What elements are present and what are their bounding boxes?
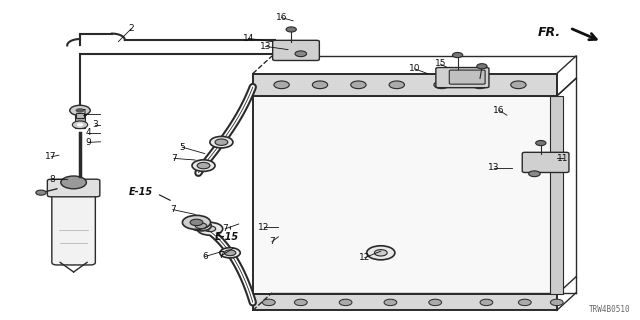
Circle shape: [529, 171, 540, 177]
Text: 6: 6: [202, 252, 207, 261]
FancyBboxPatch shape: [47, 179, 100, 197]
Circle shape: [224, 250, 236, 256]
Circle shape: [480, 299, 493, 306]
Text: 2: 2: [129, 24, 134, 33]
Circle shape: [215, 139, 228, 145]
Circle shape: [197, 162, 210, 169]
FancyBboxPatch shape: [522, 152, 569, 172]
Circle shape: [191, 221, 211, 231]
Text: 13: 13: [260, 42, 271, 51]
Bar: [76, 113, 84, 118]
Text: E-15: E-15: [129, 187, 153, 197]
Circle shape: [536, 140, 546, 146]
Text: 12: 12: [359, 253, 371, 262]
Circle shape: [351, 81, 366, 89]
Text: 7: 7: [269, 237, 275, 246]
Text: 13: 13: [488, 164, 500, 172]
Circle shape: [452, 52, 463, 58]
Circle shape: [384, 299, 397, 306]
Text: 5: 5: [180, 143, 185, 152]
Bar: [253, 294, 557, 310]
Bar: [253, 74, 557, 96]
Circle shape: [204, 226, 216, 232]
Circle shape: [72, 121, 88, 129]
Text: 10: 10: [409, 64, 420, 73]
Text: TRW4B0510: TRW4B0510: [589, 305, 630, 314]
Text: 4: 4: [86, 128, 91, 137]
Text: 7: 7: [218, 252, 223, 260]
Circle shape: [197, 222, 223, 235]
Circle shape: [210, 136, 233, 148]
Circle shape: [274, 81, 289, 89]
FancyBboxPatch shape: [449, 70, 485, 84]
Circle shape: [550, 299, 563, 306]
Circle shape: [472, 81, 488, 89]
Circle shape: [182, 215, 211, 229]
Bar: [253, 96, 557, 294]
Circle shape: [190, 219, 203, 226]
FancyBboxPatch shape: [273, 40, 319, 60]
Circle shape: [36, 190, 46, 195]
Text: 16: 16: [493, 106, 505, 115]
Circle shape: [389, 81, 404, 89]
Text: 7: 7: [170, 205, 175, 214]
Circle shape: [76, 108, 84, 113]
Text: 1: 1: [82, 109, 87, 118]
Circle shape: [195, 223, 207, 229]
FancyBboxPatch shape: [52, 193, 95, 265]
Circle shape: [477, 64, 487, 69]
Text: FR.: FR.: [538, 26, 561, 38]
Text: 7: 7: [172, 154, 177, 163]
Circle shape: [511, 81, 526, 89]
Circle shape: [77, 123, 83, 126]
Circle shape: [61, 176, 86, 189]
Circle shape: [220, 248, 240, 258]
Circle shape: [286, 27, 296, 32]
Circle shape: [518, 299, 531, 306]
Text: 17: 17: [45, 152, 57, 161]
Circle shape: [312, 81, 328, 89]
Text: 8: 8: [50, 175, 55, 184]
Circle shape: [262, 299, 275, 306]
Text: 7: 7: [223, 224, 228, 233]
Circle shape: [294, 299, 307, 306]
Text: 14: 14: [243, 34, 254, 43]
Text: 3: 3: [92, 120, 97, 129]
Circle shape: [192, 160, 215, 171]
Text: 16: 16: [276, 13, 287, 22]
Circle shape: [339, 299, 352, 306]
Circle shape: [295, 51, 307, 57]
Text: 9: 9: [86, 138, 91, 147]
Text: E-15: E-15: [215, 232, 239, 242]
Circle shape: [70, 105, 90, 116]
Circle shape: [429, 299, 442, 306]
Circle shape: [367, 246, 395, 260]
Bar: [75, 115, 85, 128]
Circle shape: [374, 250, 387, 256]
Text: 15: 15: [435, 60, 446, 68]
FancyBboxPatch shape: [436, 68, 489, 88]
Circle shape: [434, 81, 449, 89]
Text: 12: 12: [258, 223, 269, 232]
Text: 11: 11: [557, 154, 569, 163]
Bar: [550, 96, 563, 294]
